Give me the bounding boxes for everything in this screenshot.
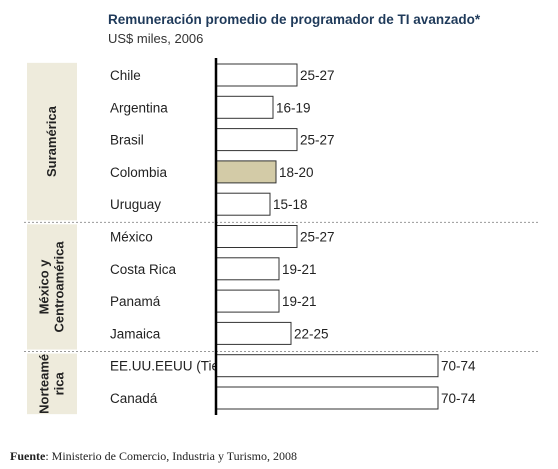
group-box-1 [27,224,77,350]
value-label-0-3: 18-20 [279,165,314,180]
category-label-0-0: Chile [110,68,141,83]
bar-2-0 [215,354,439,378]
bar-1-3 [215,321,292,345]
category-label-1-3: Jamaica [110,326,161,341]
bar-1-1 [215,257,280,281]
group-label-0: Suramérica [44,105,59,177]
source-note: Fuente: Ministerio de Comercio, Industri… [10,449,297,463]
group-boxes: Suramérica México yCentroamérica Norteamér… [27,62,77,415]
value-label-1-3: 22-25 [294,326,329,341]
bar-0-0 [215,63,298,87]
bar-1-2 [215,289,280,313]
value-label-1-1: 19-21 [282,262,317,277]
bar-0-3 [215,160,277,184]
value-label-0-1: 16-19 [276,100,311,115]
group-label-line: Norteamé [37,354,52,414]
bar-1-0 [215,225,298,248]
group-label-line: Suramérica [44,105,59,177]
group-box-0 [27,62,77,221]
category-label-0-2: Brasil [110,133,144,148]
group-label-line: México y [37,259,52,315]
chart-subtitle: US$ miles, 2006 [108,31,203,46]
group-label-line: rica [52,372,67,396]
group-label-2: Norteamérica [37,354,67,414]
bar-0-2 [215,128,298,152]
value-label-2-1: 70-74 [441,391,476,406]
value-label-1-2: 19-21 [282,294,317,309]
bar-2-1 [215,386,439,410]
category-label-1-2: Panamá [110,294,161,309]
bars: Chile 25-27 Argentina 16-19 Brasil 25-27 Colom… [110,63,476,410]
group-label-1: México yCentroamérica [37,241,67,333]
category-label-0-4: Uruguay [110,197,161,212]
value-label-2-0: 70-74 [441,359,476,374]
source-text: : Ministerio de Comercio, Industria y Tu… [45,449,297,463]
group-box-2 [27,353,77,415]
bar-0-4 [215,192,271,216]
category-label-2-0: EE.UU.EEUU (Tier II) [110,359,239,374]
value-label-1-0: 25-27 [300,230,335,245]
category-label-1-0: México [110,230,153,245]
source-label: Fuente [10,449,46,463]
group-label-line: Centroamérica [52,241,67,333]
category-label-2-1: Canadá [110,391,158,406]
value-label-0-4: 15-18 [273,197,308,212]
category-label-0-3: Colombia [110,165,168,180]
category-label-1-1: Costa Rica [110,262,177,277]
category-label-0-1: Argentina [110,100,168,115]
bar-0-1 [215,95,274,119]
chart-title: Remuneración promedio de programador de … [108,12,481,27]
group-separators [24,221,540,353]
value-label-0-0: 25-27 [300,68,335,83]
value-label-0-2: 25-27 [300,133,335,148]
